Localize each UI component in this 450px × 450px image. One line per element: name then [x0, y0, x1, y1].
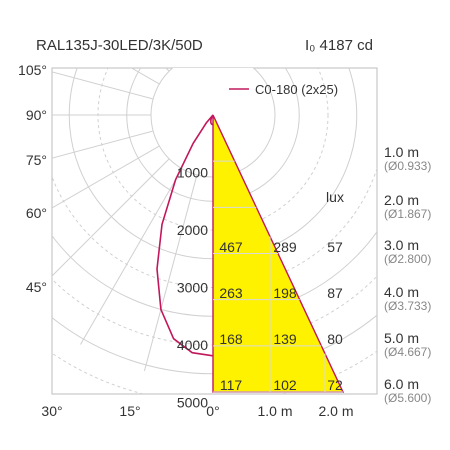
lux-value: 87: [327, 285, 343, 301]
distance-labels: 1.0 m(Ø0.933) 2.0 m(Ø1.867) 3.0 m(Ø2.800) 4…: [384, 144, 431, 405]
angle-label: 45°: [26, 279, 47, 295]
distance-label: 1.0 m: [384, 144, 419, 160]
width-label: 1.0 m: [257, 403, 292, 419]
angle-label: 0°: [206, 403, 219, 419]
legend: C0-180 (2x25): [229, 82, 338, 97]
diameter-label: (Ø2.800): [384, 252, 431, 266]
lux-table: lux 467 289 57 263 198 87 168 139 80 117 102 72: [219, 189, 344, 393]
distance-label: 5.0 m: [384, 330, 419, 346]
diameter-label: (Ø1.867): [384, 207, 431, 221]
lux-value: 57: [327, 239, 343, 255]
lux-value: 80: [327, 331, 343, 347]
legend-label: C0-180 (2x25): [255, 82, 338, 97]
distance-label: 6.0 m: [384, 376, 419, 392]
angle-label: 30°: [41, 403, 62, 419]
width-labels: 1.0 m 2.0 m: [257, 403, 353, 419]
intensity-tick-label: 2000: [177, 222, 208, 238]
width-label: 2.0 m: [318, 403, 353, 419]
lux-value: 289: [273, 239, 297, 255]
angle-labels-left: 105° 90° 75° 60° 45°: [18, 62, 47, 295]
lux-value: 117: [220, 377, 243, 393]
lux-value: 168: [219, 331, 243, 347]
distance-label: 3.0 m: [384, 237, 419, 253]
angle-labels-bottom: 30° 15° 0°: [41, 403, 219, 419]
distance-label: 4.0 m: [384, 284, 419, 300]
plot-area: 1000 2000 3000 4000 5000 lux 467 289 57 263 198 87…: [51, 67, 378, 411]
intensity-tick-label: 3000: [177, 280, 208, 296]
angle-label: 15°: [119, 403, 140, 419]
angle-label: 90°: [26, 107, 47, 123]
lux-value: 102: [273, 377, 297, 393]
diameter-label: (Ø4.667): [384, 345, 431, 359]
intensity-tick-label: 4000: [177, 337, 208, 353]
lux-header: lux: [326, 189, 344, 205]
lux-value: 263: [219, 285, 243, 301]
angle-label: 60°: [26, 205, 47, 221]
peak-intensity-label: I₀ 4187 cd: [305, 37, 373, 54]
angle-label: 75°: [26, 152, 47, 168]
diameter-label: (Ø0.933): [384, 159, 431, 173]
intensity-curve: [156, 114, 214, 357]
angle-label: 105°: [18, 62, 47, 78]
lux-value: 467: [219, 239, 243, 255]
intensity-tick-label: 1000: [177, 165, 208, 181]
lux-value: 72: [327, 377, 343, 393]
diameter-label: (Ø5.600): [384, 391, 431, 405]
diameter-label: (Ø3.733): [384, 299, 431, 313]
intensity-tick-labels: 1000 2000 3000 4000 5000: [177, 165, 208, 411]
model-title: RAL135J-30LED/3K/50D: [36, 37, 203, 54]
lux-value: 139: [273, 331, 297, 347]
lux-value: 198: [273, 285, 297, 301]
distance-label: 2.0 m: [384, 192, 419, 208]
intensity-tick-label: 5000: [177, 395, 208, 411]
cone-grid: [213, 160, 343, 393]
